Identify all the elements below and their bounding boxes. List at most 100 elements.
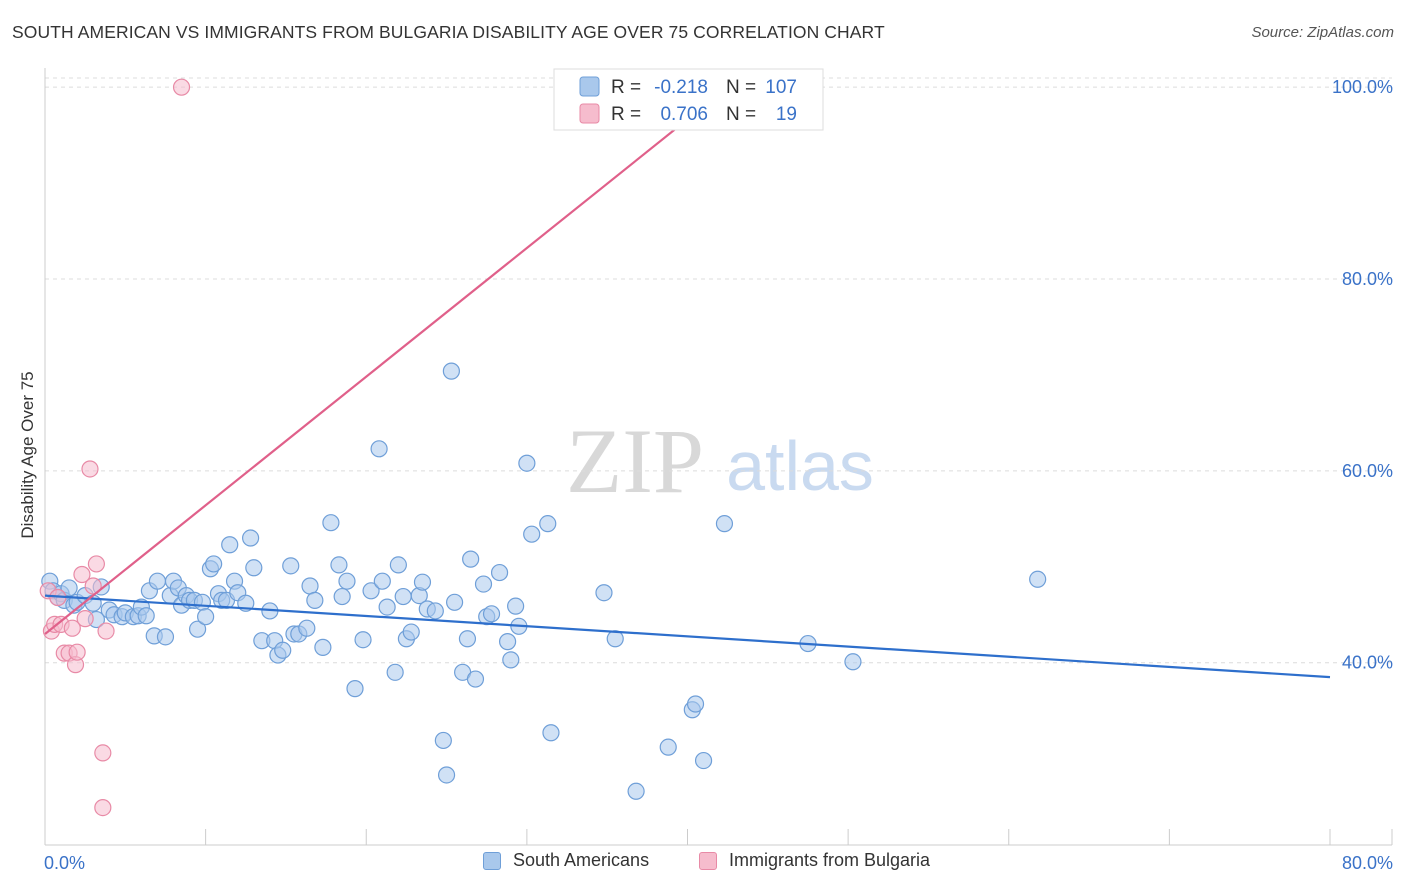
south-american-point-39 xyxy=(221,536,239,554)
south-american-point-54 xyxy=(301,577,319,595)
south-american-point-73 xyxy=(413,573,432,591)
south-american-point-43 xyxy=(242,529,260,547)
legend-item-bulgaria: Immigrants from Bulgaria xyxy=(699,850,930,871)
legend-r-label-1: R = xyxy=(611,77,641,98)
x-tick-label-max: 80.0% xyxy=(1342,853,1393,873)
legend-swatch-bulgaria xyxy=(699,851,717,870)
bulgaria-trend-line xyxy=(44,86,729,635)
x-tick-marks xyxy=(44,829,1393,845)
bulgaria-point-9 xyxy=(68,643,86,661)
south-american-point-89 xyxy=(502,651,520,669)
south-american-point-22 xyxy=(148,572,167,590)
south-american-point-44 xyxy=(245,559,263,577)
south-american-point-99 xyxy=(659,738,677,756)
south-american-point-76 xyxy=(434,731,452,750)
south-american-point-98 xyxy=(627,782,645,800)
south-american-point-79 xyxy=(445,593,464,611)
south-american-point-32 xyxy=(193,593,212,611)
y-tick-label-100: 100.0% xyxy=(1332,77,1393,97)
source-credit: Source: ZipAtlas.com xyxy=(1251,24,1394,41)
south-american-point-67 xyxy=(386,663,404,681)
legend-swatch-blue xyxy=(579,76,600,97)
south-american-point-105 xyxy=(1029,570,1047,588)
south-american-point-19 xyxy=(137,607,155,625)
south-american-point-5 xyxy=(60,579,78,597)
bulgaria-point-12 xyxy=(81,460,99,478)
bulgaria-point-18 xyxy=(172,78,191,96)
south-american-point-50 xyxy=(282,557,300,575)
legend-item-south-americans: South Americans xyxy=(483,850,649,871)
bulgaria-point-16 xyxy=(97,622,115,640)
legend-n-label-1: N = xyxy=(726,77,756,98)
south-american-point-61 xyxy=(346,680,364,698)
legend-n-value-2: 19 xyxy=(776,104,797,125)
south-american-point-104 xyxy=(844,653,862,671)
south-american-point-78 xyxy=(442,362,460,380)
south-american-point-62 xyxy=(354,631,372,649)
y-tick-label-40: 40.0% xyxy=(1342,653,1393,673)
south-american-point-75 xyxy=(426,602,444,620)
south-american-point-53 xyxy=(298,619,316,637)
south-american-point-96 xyxy=(595,584,613,602)
south-american-point-55 xyxy=(306,591,324,609)
chart-title: SOUTH AMERICAN VS IMMIGRANTS FROM BULGAR… xyxy=(12,22,885,42)
watermark-zip: ZIP xyxy=(566,410,704,512)
south-american-point-23 xyxy=(156,628,175,646)
legend-n-label-2: N = xyxy=(726,104,756,125)
south-american-point-66 xyxy=(378,598,396,616)
south-american-point-93 xyxy=(523,525,541,543)
south-american-point-68 xyxy=(389,556,407,574)
south-american-point-88 xyxy=(499,633,517,651)
x-tick-label-min: 0.0% xyxy=(44,853,85,873)
south-american-point-102 xyxy=(694,751,713,770)
south-american-point-33 xyxy=(197,608,215,626)
legend-label-south-americans: South Americans xyxy=(513,850,650,870)
y-axis-label: Disability Age Over 75 xyxy=(18,371,37,539)
south-american-point-103 xyxy=(715,515,734,533)
south-american-point-83 xyxy=(466,670,485,688)
south-american-point-69 xyxy=(394,587,412,606)
south-american-point-101 xyxy=(686,695,705,713)
south-american-point-49 xyxy=(274,641,292,659)
y-tick-label-60: 60.0% xyxy=(1342,461,1393,481)
south-american-point-57 xyxy=(322,514,340,532)
legend-n-value-1: 107 xyxy=(765,77,797,98)
south-american-point-65 xyxy=(373,572,391,590)
south-american-point-90 xyxy=(507,597,525,615)
legend-r-value-1: -0.218 xyxy=(654,77,708,98)
south-american-point-82 xyxy=(462,550,480,568)
legend-r-value-2: 0.706 xyxy=(660,104,708,125)
south-american-point-95 xyxy=(542,724,560,742)
south-american-point-86 xyxy=(482,605,501,623)
legend-swatch-pink xyxy=(579,103,600,124)
south-american-point-92 xyxy=(518,454,536,472)
south-american-point-71 xyxy=(402,623,420,641)
south-american-point-77 xyxy=(437,766,456,784)
south-american-point-60 xyxy=(338,572,356,590)
bottom-legend: South Americans Immigrants from Bulgaria xyxy=(0,850,1406,880)
south-american-point-35 xyxy=(205,555,223,573)
y-tick-label-80: 80.0% xyxy=(1342,269,1393,289)
south-american-point-56 xyxy=(314,638,332,656)
south-american-point-81 xyxy=(458,630,477,648)
south-american-point-58 xyxy=(330,556,348,574)
south-american-point-94 xyxy=(539,515,557,533)
legend-label-bulgaria: Immigrants from Bulgaria xyxy=(729,850,931,870)
bulgaria-point-14 xyxy=(87,555,106,573)
bulgaria-point-11 xyxy=(76,610,94,628)
bulgaria-point-10 xyxy=(73,565,91,584)
south-american-trend-line xyxy=(44,594,1331,679)
south-american-point-64 xyxy=(370,440,388,458)
watermark: ZIP atlas xyxy=(566,410,874,512)
legend-swatch-south-americans xyxy=(483,851,501,870)
gridlines xyxy=(45,77,1392,664)
bulgaria-point-15 xyxy=(94,744,112,762)
data-points xyxy=(39,78,1047,817)
south-american-point-59 xyxy=(333,587,351,606)
bulgaria-point-7 xyxy=(63,619,81,637)
legend-box: R = -0.218 N = 107 R = 0.706 N = 19 xyxy=(553,68,824,131)
bulgaria-point-17 xyxy=(94,798,112,817)
south-american-point-31 xyxy=(188,620,207,638)
axes xyxy=(44,68,1393,846)
